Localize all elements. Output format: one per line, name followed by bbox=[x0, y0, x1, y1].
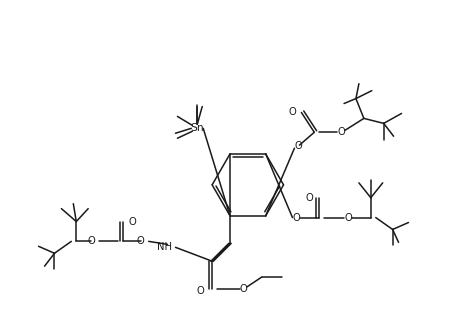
Text: O: O bbox=[294, 141, 302, 151]
Text: O: O bbox=[240, 284, 248, 294]
Text: O: O bbox=[344, 212, 352, 222]
Text: O: O bbox=[293, 212, 300, 222]
Text: O: O bbox=[87, 236, 95, 246]
Text: O: O bbox=[289, 108, 296, 118]
Text: O: O bbox=[305, 193, 313, 203]
Text: O: O bbox=[137, 236, 145, 246]
Text: O: O bbox=[337, 127, 345, 137]
Text: NH: NH bbox=[158, 242, 173, 252]
Text: O: O bbox=[129, 216, 136, 226]
Text: O: O bbox=[196, 286, 204, 296]
Text: Sn: Sn bbox=[191, 123, 204, 133]
